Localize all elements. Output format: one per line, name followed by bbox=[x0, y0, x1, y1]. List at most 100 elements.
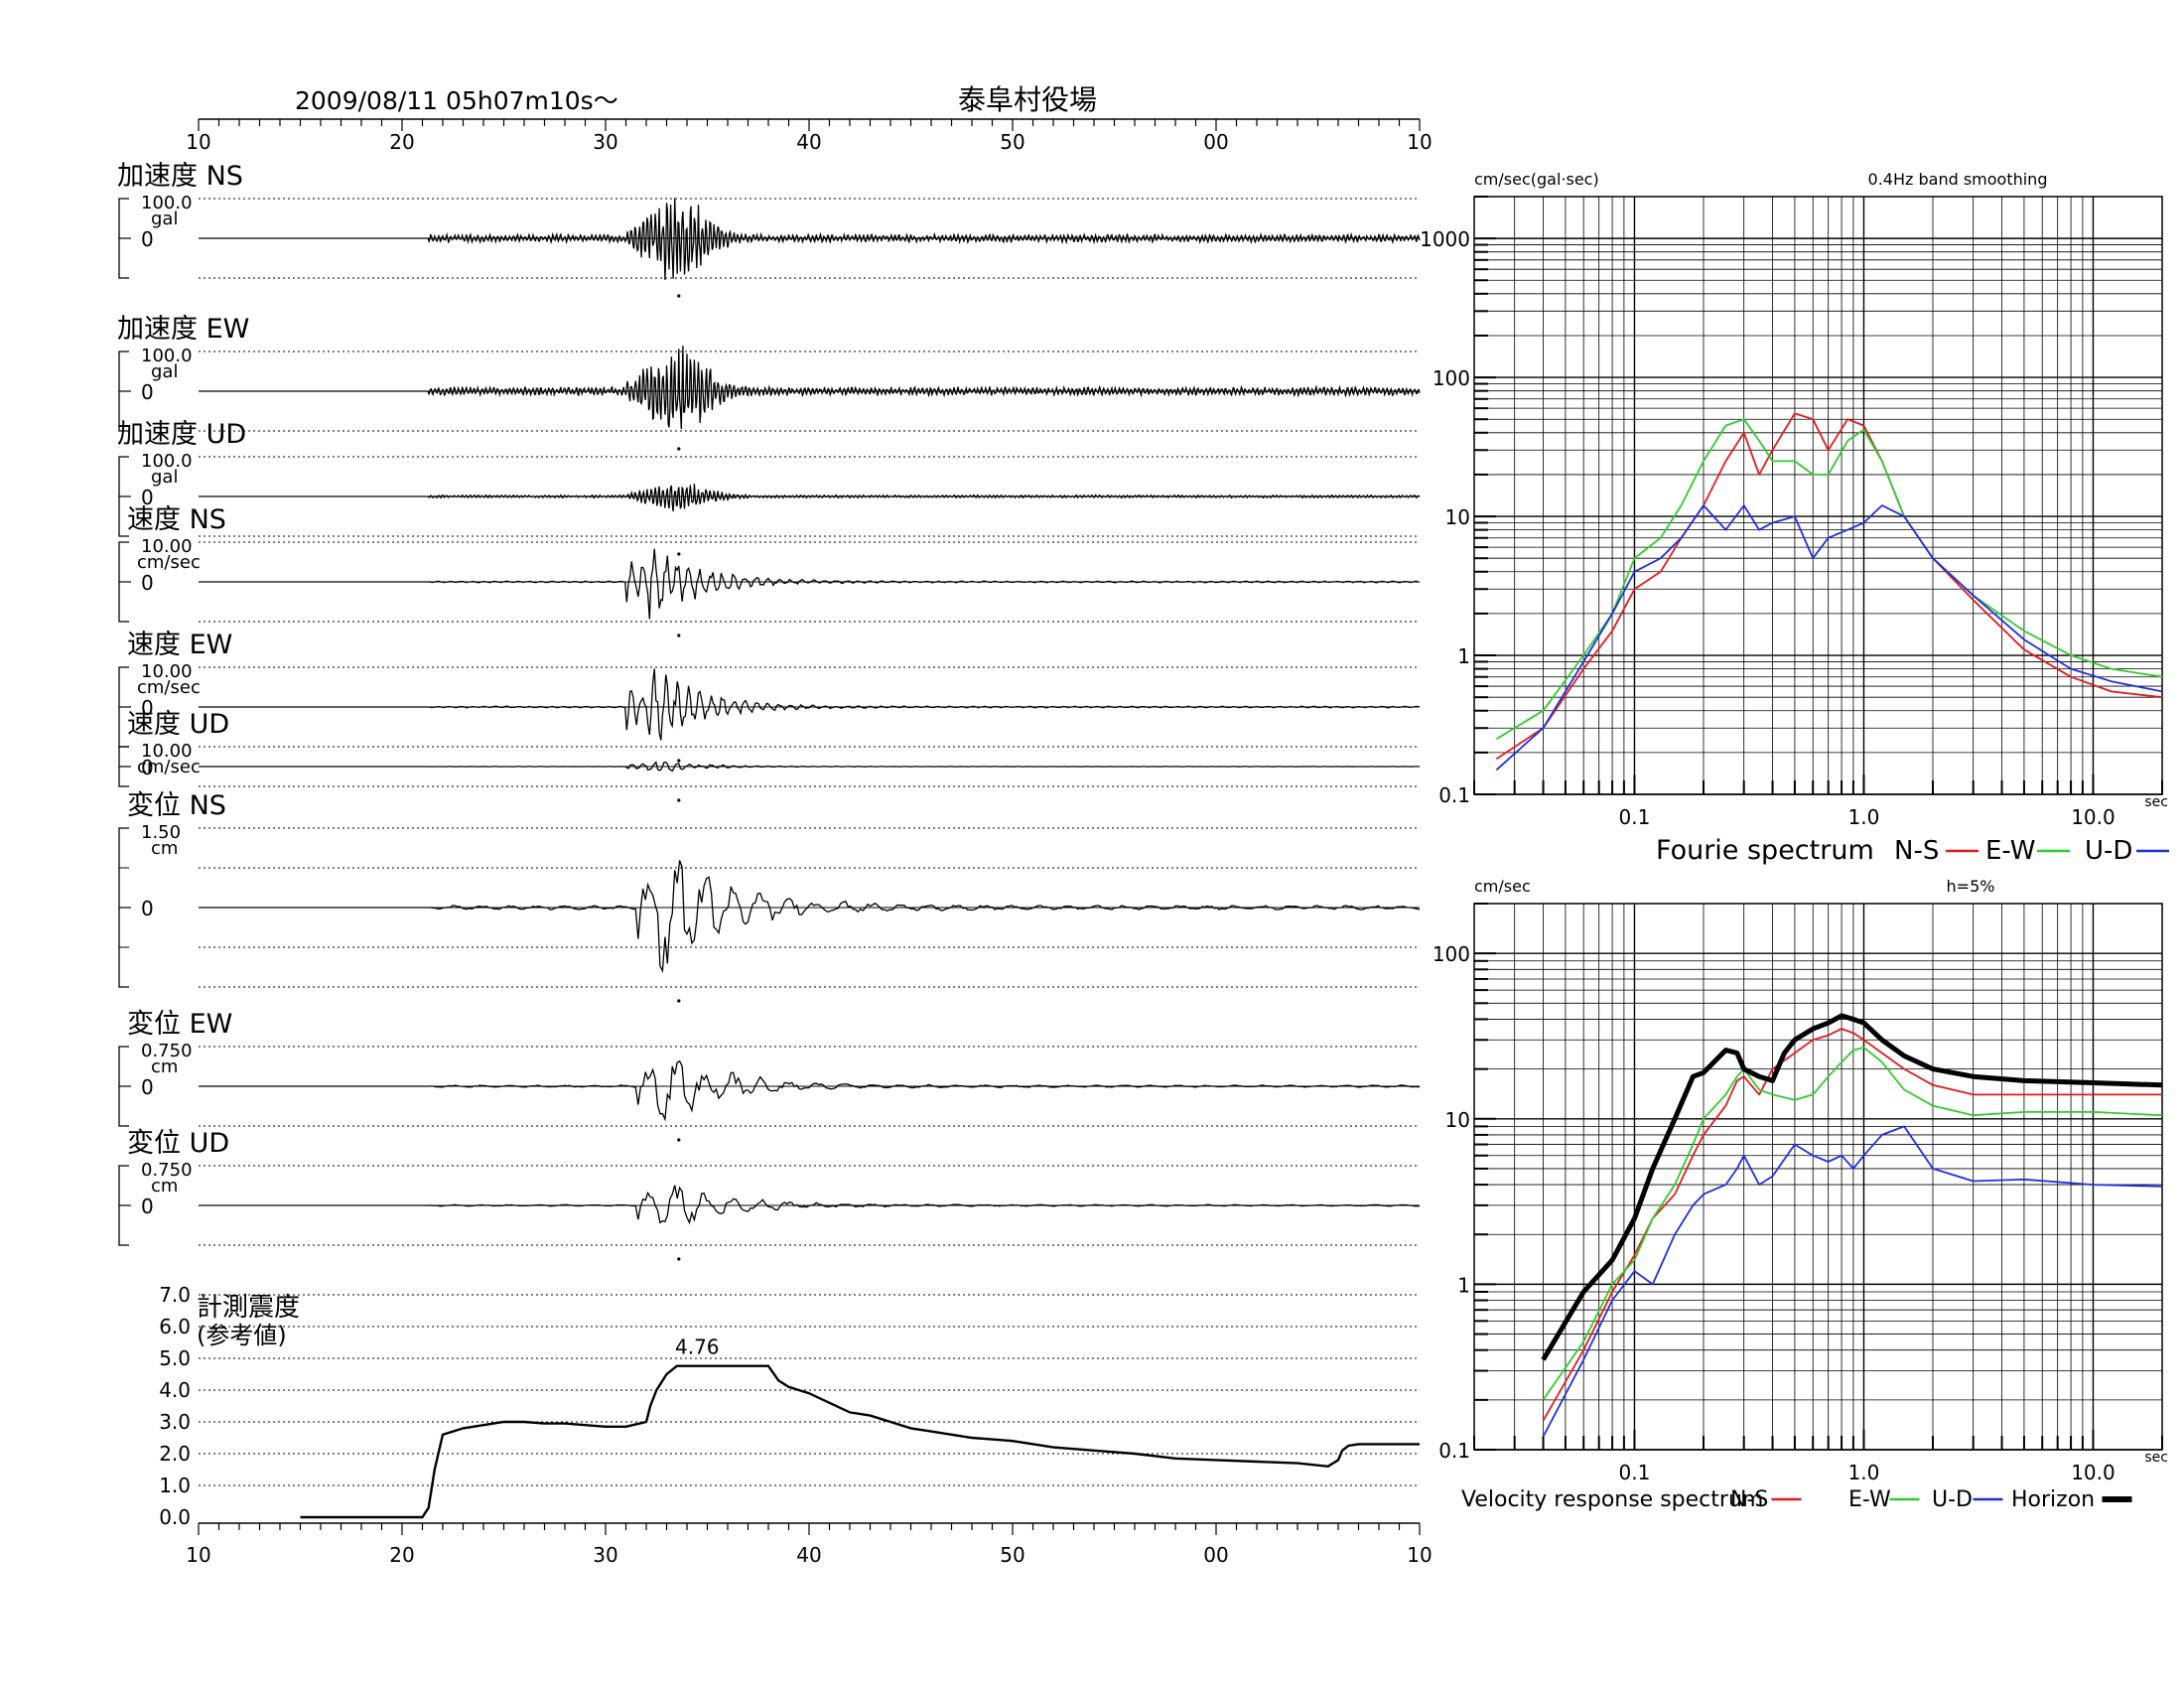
y-tick-label: 10 bbox=[1445, 505, 1470, 529]
panel-label: 速度 EW bbox=[127, 630, 232, 660]
panel-unit: gal bbox=[151, 361, 178, 382]
intensity-tick-label: 6.0 bbox=[159, 1315, 191, 1338]
time-axis-top: 10 20 30 40 50 00 10 bbox=[186, 118, 1433, 154]
series-line bbox=[1542, 1047, 2163, 1401]
y-tick-label: 100 bbox=[1433, 942, 1470, 966]
panel-zero-label: 0 bbox=[141, 1075, 154, 1099]
waveform-trace bbox=[199, 761, 1420, 773]
intensity-title: 計測震度 bbox=[197, 1293, 300, 1323]
waveform-trace bbox=[199, 198, 1421, 280]
panel-scale-value: 100.0 bbox=[141, 193, 193, 213]
time-tick-label: 50 bbox=[1000, 130, 1024, 154]
legend-label: U-D bbox=[2085, 836, 2132, 866]
peak-marker bbox=[677, 1138, 681, 1142]
legend-label: N-S bbox=[1894, 836, 1939, 866]
waveform-trace bbox=[199, 484, 1421, 512]
panel-zero-label: 0 bbox=[141, 227, 154, 251]
plot-frame bbox=[1473, 903, 2163, 1451]
unit-label: cm/sec bbox=[1474, 877, 1531, 896]
record-datetime: 2009/08/11 05h07m10s〜 bbox=[295, 86, 618, 115]
peak-marker bbox=[677, 798, 681, 802]
peak-marker bbox=[677, 294, 681, 298]
time-tick-label: 10 bbox=[1407, 130, 1432, 154]
panel-zero-label: 0 bbox=[141, 696, 154, 720]
panel-scale-value: 100.0 bbox=[141, 451, 193, 472]
intensity-tick-label: 7.0 bbox=[159, 1283, 191, 1307]
panel-label: 加速度 NS bbox=[117, 161, 243, 192]
panel-zero-label: 0 bbox=[141, 756, 154, 779]
legend-label: E-W bbox=[1848, 1487, 1891, 1512]
waveform-trace bbox=[199, 668, 1421, 741]
legend-label: U-D bbox=[1932, 1487, 1973, 1512]
panel-label: 速度 UD bbox=[127, 709, 229, 740]
x-tick-label: 0.1 bbox=[1619, 805, 1651, 829]
panel-scale-value: 0.750 bbox=[141, 1041, 193, 1061]
legend-label: N-S bbox=[1730, 1487, 1768, 1512]
time-tick-label: 10 bbox=[186, 1543, 210, 1567]
waveform-trace bbox=[199, 860, 1421, 974]
fourier-spectrum-panel: 1000 100 10 1 0.1 0.1 1.0 10.0 sec cm/sec(gal·sec… bbox=[1420, 170, 2169, 866]
velocity-response-panel: 100 10 1 0.1 0.1 1.0 10.0 sec cm/sec h=5% Velocity… bbox=[1433, 877, 2168, 1512]
waveform-trace bbox=[199, 346, 1421, 430]
panel-unit: cm bbox=[151, 1176, 178, 1196]
panel-scale-value: 100.0 bbox=[141, 346, 193, 366]
peak-marker bbox=[677, 633, 681, 637]
intensity-panel: 7.0 6.0 5.0 4.0 3.0 2.0 1.0 0.0 計測震度(参考値) 4.76 10 2… bbox=[159, 1283, 1433, 1567]
panel-scale-value: 10.00 bbox=[141, 741, 193, 762]
panel-unit: gal bbox=[151, 209, 178, 229]
panel-label: 加速度 EW bbox=[117, 314, 249, 345]
panel-unit: cm bbox=[151, 1056, 178, 1077]
intensity-tick-label: 4.0 bbox=[159, 1378, 191, 1402]
note-label: h=5% bbox=[1947, 877, 1995, 896]
time-tick-label: 00 bbox=[1203, 1543, 1228, 1567]
intensity-curve bbox=[300, 1364, 1420, 1519]
y-tick-label: 1 bbox=[1457, 644, 1470, 668]
peak-marker bbox=[677, 552, 681, 556]
waveform-trace bbox=[199, 1185, 1421, 1225]
series-line bbox=[1495, 412, 2163, 761]
panel-unit: cm/sec bbox=[137, 757, 201, 777]
panel-unit: cm bbox=[151, 838, 178, 859]
x-unit-label: sec bbox=[2144, 794, 2168, 810]
y-tick-label: 1 bbox=[1457, 1273, 1470, 1297]
panel-unit: gal bbox=[151, 467, 178, 488]
x-unit-label: sec bbox=[2144, 1450, 2168, 1466]
y-tick-label: 0.1 bbox=[1438, 783, 1470, 807]
panel-unit: cm/sec bbox=[137, 677, 201, 698]
panel-label: 変位 EW bbox=[127, 1009, 232, 1040]
intensity-tick-label: 3.0 bbox=[159, 1410, 191, 1434]
series-line bbox=[1495, 504, 2163, 772]
panel-zero-label: 0 bbox=[141, 486, 154, 509]
panel-zero-label: 0 bbox=[141, 571, 154, 595]
time-tick-label: 30 bbox=[593, 1543, 617, 1567]
x-tick-label: 1.0 bbox=[1848, 1461, 1880, 1484]
x-tick-label: 1.0 bbox=[1848, 805, 1880, 829]
panel-label: 変位 UD bbox=[127, 1128, 229, 1159]
time-tick-label: 20 bbox=[389, 130, 414, 154]
time-tick-label: 40 bbox=[796, 130, 821, 154]
time-tick-label: 40 bbox=[796, 1543, 821, 1567]
panel-scale-value: 10.00 bbox=[141, 536, 193, 557]
time-tick-label: 20 bbox=[389, 1543, 414, 1567]
time-tick-label: 10 bbox=[186, 130, 210, 154]
x-tick-label: 10.0 bbox=[2071, 1461, 2116, 1484]
intensity-peak-label: 4.76 bbox=[675, 1336, 720, 1359]
panel-label: 加速度 UD bbox=[117, 419, 246, 450]
x-tick-label: 10.0 bbox=[2071, 805, 2116, 829]
panel-zero-label: 0 bbox=[141, 380, 154, 404]
intensity-tick-label: 1.0 bbox=[159, 1474, 191, 1497]
peak-marker bbox=[677, 447, 681, 451]
time-tick-label: 10 bbox=[1407, 1543, 1432, 1567]
panel-scale-value: 0.750 bbox=[141, 1160, 193, 1181]
series-line bbox=[1495, 418, 2163, 741]
waveform-trace bbox=[199, 548, 1421, 620]
x-tick-label: 0.1 bbox=[1619, 1461, 1651, 1484]
series-line bbox=[1542, 1028, 2162, 1422]
